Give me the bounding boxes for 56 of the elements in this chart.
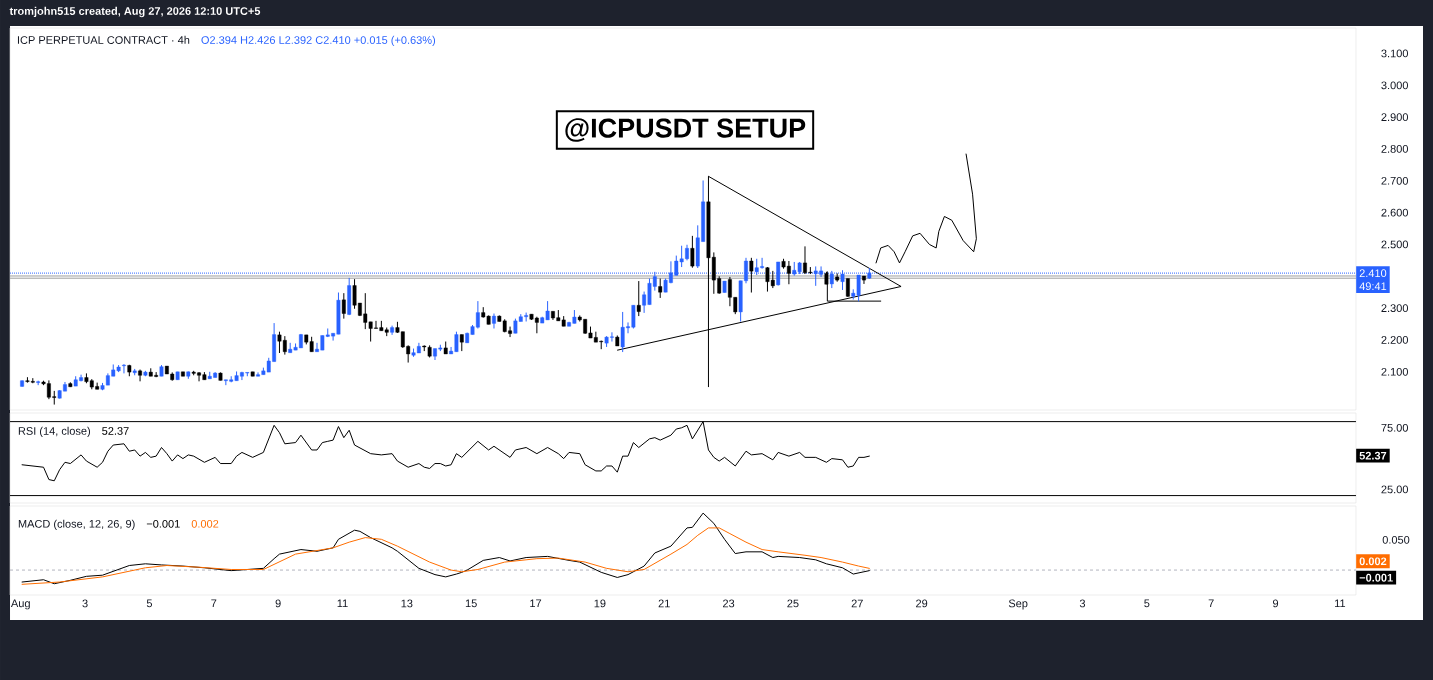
x-tick-label: 27 (851, 599, 863, 608)
annotation: −0.001 (146, 519, 180, 528)
x-tick-label: 5 (1144, 599, 1150, 608)
candlestick (690, 235, 695, 269)
line-series (875, 153, 977, 264)
x-tick-label: 21 (658, 599, 670, 608)
x-tick-label: 29 (916, 599, 928, 608)
y-tick-label: 25.00 (1381, 485, 1408, 494)
x-tick-label: 19 (594, 599, 606, 608)
x-tick-label: 5 (146, 599, 153, 608)
candlestick (749, 257, 754, 294)
y-tick-label: 2.800 (1381, 145, 1408, 153)
ref-line-label: 2.410 (1359, 269, 1387, 278)
candlestick (122, 363, 126, 374)
y-tick-label: 3.100 (1381, 49, 1408, 58)
text: RSI (14, close) (18, 426, 90, 438)
text: 52.37 (102, 427, 129, 435)
x-tick-label: 3 (82, 599, 88, 608)
x-tick-label: 23 (723, 599, 735, 608)
y-tick-label: 2.200 (1381, 336, 1408, 344)
x-tick-label: 3 (1079, 599, 1086, 608)
text: 0.002 (1359, 557, 1387, 566)
text: 0.050 (1382, 535, 1410, 544)
y-tick-label: 2.100 (1381, 367, 1408, 376)
text: O2.394 H2.426 L2.392 C2.410 +0.015 (+0.63%) (201, 35, 436, 47)
text: MACD (close, 12, 26, 9) (18, 519, 135, 530)
y-tick-label: 2.900 (1381, 113, 1408, 122)
annotation: 0.002 (191, 519, 219, 528)
candlestick (658, 278, 663, 299)
x-tick-label: 17 (530, 599, 542, 608)
x-tick-label: 7 (211, 599, 217, 608)
x-tick-label: 9 (1273, 599, 1279, 608)
text: −0.001 (1359, 573, 1393, 582)
text: tromjohn515 created, Aug 27, 2026 12:10 UTC+5 (9, 6, 261, 18)
x-tick-label: 15 (465, 599, 477, 608)
candlestick (845, 278, 850, 298)
y-tick-label: 2.600 (1381, 208, 1408, 217)
x-tick-label: Aug (10, 599, 30, 610)
y-tick-label: 2.700 (1381, 176, 1408, 185)
y-tick-label: 3.000 (1381, 81, 1408, 90)
x-tick-label: 13 (401, 599, 413, 608)
x-tick-label: Sep (1008, 599, 1028, 610)
text: ICP PERPETUAL CONTRACT · 4h (17, 35, 190, 44)
y-tick-label: 75.00 (1381, 423, 1408, 432)
x-tick-label: 25 (787, 599, 799, 608)
x-tick-label: 9 (275, 599, 281, 608)
x-tick-label: 11 (1335, 599, 1346, 608)
annotation: 52.37 (1359, 451, 1387, 460)
y-tick-label: 2.500 (1381, 240, 1408, 249)
x-tick-label: 11 (337, 599, 348, 608)
x-tick-label: 7 (1208, 599, 1214, 608)
text: 49:41 (1359, 282, 1387, 291)
y-tick-label: 2.300 (1381, 304, 1408, 313)
candlestick (341, 292, 346, 320)
candlestick (636, 280, 641, 317)
annotation: @ICPUSDT SETUP (565, 118, 806, 142)
